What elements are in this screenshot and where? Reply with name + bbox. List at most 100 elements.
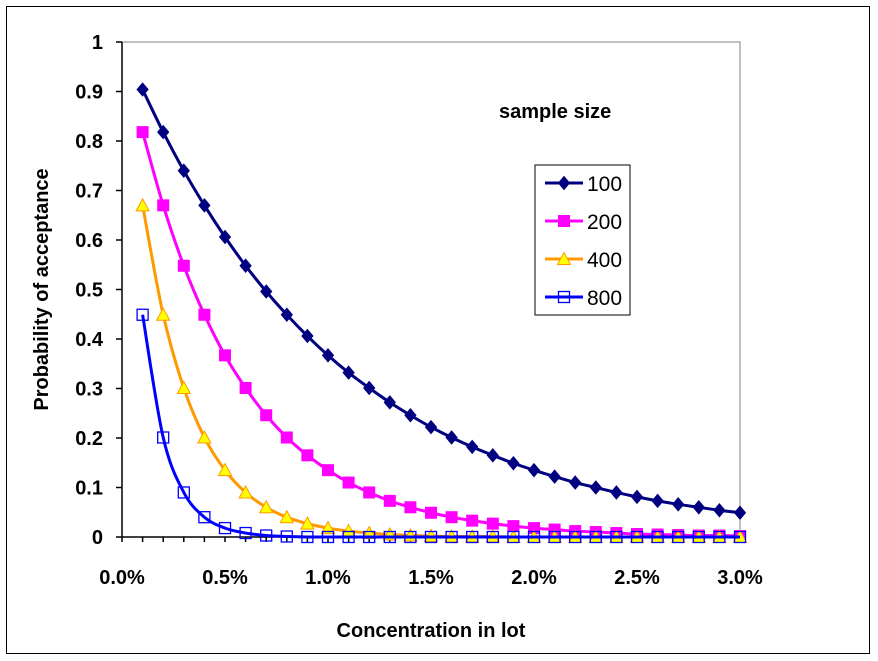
y-tick-label: 0.2 <box>75 428 103 450</box>
y-axis: 0 0.1 0.2 0.3 0.4 0.5 0.6 0.7 0.8 0.9 1 <box>75 32 123 549</box>
legend-item-100: 100 <box>545 173 622 196</box>
data-point-800 <box>507 530 520 544</box>
legend-marker <box>558 215 570 227</box>
data-point-200 <box>301 449 314 462</box>
data-point-100 <box>260 284 273 299</box>
y-tick-label: 0.8 <box>75 131 103 153</box>
data-point-200 <box>280 431 293 444</box>
y-tick-label: 0.3 <box>75 379 103 401</box>
series-100 <box>136 82 747 521</box>
x-tick-label: 0.5% <box>202 567 248 589</box>
data-point-800 <box>363 530 376 544</box>
data-point-800 <box>589 530 602 544</box>
legend-item-400: 400 <box>545 249 622 272</box>
data-point-100 <box>363 380 376 396</box>
legend-marker <box>557 175 571 191</box>
data-point-800 <box>548 530 561 544</box>
data-point-800 <box>301 530 314 544</box>
series-800 <box>136 308 747 544</box>
legend-label: 800 <box>587 287 622 310</box>
data-point-800 <box>177 486 190 499</box>
data-point-800 <box>424 530 438 544</box>
legend-item-800: 800 <box>545 287 622 310</box>
data-point-800 <box>569 530 582 544</box>
data-point-100 <box>239 258 252 274</box>
legend-label: 100 <box>587 173 622 196</box>
data-point-800 <box>651 530 664 544</box>
data-point-100 <box>527 462 541 478</box>
data-point-100 <box>342 365 355 380</box>
data-point-800 <box>672 530 685 544</box>
data-point-400 <box>197 429 212 444</box>
data-point-100 <box>466 439 479 455</box>
x-tick-label: 3.0% <box>717 567 763 589</box>
data-point-100 <box>589 480 602 495</box>
data-point-100 <box>383 395 396 410</box>
y-tick-label: 0 <box>92 527 103 549</box>
data-point-400 <box>300 516 315 530</box>
y-tick-label: 0.1 <box>75 478 103 500</box>
data-point-800 <box>198 511 211 524</box>
data-point-100 <box>157 124 170 140</box>
data-point-200 <box>445 511 458 524</box>
data-point-100 <box>177 163 190 178</box>
data-point-800 <box>404 530 417 544</box>
data-point-400 <box>258 499 274 514</box>
legend: 100 200 400 800 <box>534 164 631 316</box>
data-point-100 <box>733 505 747 521</box>
data-point-200 <box>157 199 170 212</box>
y-tick-label: 0.4 <box>75 329 104 351</box>
legend-marker <box>557 290 571 304</box>
x-tick-label: 0.0% <box>99 567 145 589</box>
data-point-200 <box>136 126 149 139</box>
data-point-100 <box>486 448 499 463</box>
data-point-800 <box>692 530 705 544</box>
x-tick-label: 2.0% <box>511 567 557 589</box>
data-point-400 <box>320 520 336 535</box>
data-point-200 <box>342 476 355 489</box>
data-point-100 <box>321 348 335 363</box>
data-point-200 <box>219 349 231 362</box>
x-tick-label: 1.0% <box>305 567 351 589</box>
data-point-100 <box>672 497 685 512</box>
data-point-100 <box>692 500 705 515</box>
y-tick-label: 1 <box>92 32 103 54</box>
data-point-100 <box>218 229 232 245</box>
x-tick-label: 1.5% <box>408 567 454 589</box>
data-point-400 <box>238 484 253 499</box>
y-axis-title: Probability of acceptance <box>31 168 53 410</box>
x-axis: 0.0% 0.5% 1.0% 1.5% 2.0% 2.5% 3.0% <box>99 536 763 589</box>
data-point-100 <box>136 82 149 97</box>
data-point-800 <box>157 431 170 444</box>
data-point-800 <box>280 530 293 543</box>
data-point-200 <box>198 308 211 321</box>
data-point-200 <box>239 382 252 395</box>
data-point-800 <box>342 530 355 544</box>
data-point-200 <box>425 506 437 519</box>
data-point-800 <box>445 530 458 544</box>
data-point-100 <box>280 307 293 323</box>
data-point-800 <box>239 526 252 540</box>
x-tick-label: 2.5% <box>614 567 660 589</box>
data-point-100 <box>301 328 314 344</box>
data-point-800 <box>321 530 335 544</box>
data-point-400 <box>155 307 171 321</box>
data-point-200 <box>363 486 376 499</box>
data-point-100 <box>198 198 211 213</box>
data-point-200 <box>486 517 499 530</box>
data-point-800 <box>136 308 149 321</box>
data-point-800 <box>733 530 747 544</box>
data-point-400 <box>135 197 150 212</box>
data-point-200 <box>466 514 479 527</box>
data-point-400 <box>279 509 295 524</box>
data-point-800 <box>218 521 232 535</box>
data-point-100 <box>610 485 623 500</box>
data-point-200 <box>260 409 273 422</box>
data-point-200 <box>383 494 396 507</box>
legend-item-200: 200 <box>545 211 622 234</box>
data-point-200 <box>322 464 334 477</box>
data-point-200 <box>404 501 417 514</box>
data-point-100 <box>507 455 520 471</box>
data-point-100 <box>569 475 582 490</box>
